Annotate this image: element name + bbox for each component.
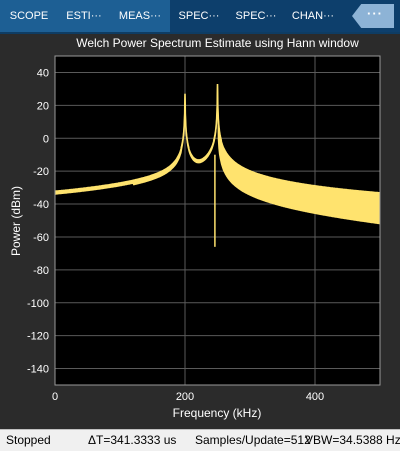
x-tick-labels: 0 200 400 <box>52 391 324 403</box>
y-axis-label: Power (dBm) <box>9 186 23 256</box>
y-tick-labels: 40 20 0 -20 -40 -60 -80 -100 -120 -140 <box>27 67 49 375</box>
status-delta-t: ΔT=341.3333 us <box>88 433 177 447</box>
y-tick-label: -20 <box>33 166 49 178</box>
y-tick-label: -60 <box>33 232 49 244</box>
y-tick-label: 0 <box>43 133 49 145</box>
y-tick-label: 40 <box>37 67 49 79</box>
tab-strip: SCOPE ESTI··· MEAS··· SPEC··· SPEC··· CH… <box>0 0 400 32</box>
y-tick-label: -100 <box>27 298 49 310</box>
x-tick-label: 0 <box>52 391 58 403</box>
spectrum-peak <box>212 83 223 142</box>
y-tick-label: -120 <box>27 331 49 343</box>
tab-spectrum-1[interactable]: SPEC··· <box>170 0 228 32</box>
more-icon: ··· <box>367 6 383 21</box>
tab-spectrum-2[interactable]: SPEC··· <box>228 0 284 32</box>
status-samples: Samples/Update=512 <box>195 433 311 447</box>
y-tick-label: -80 <box>33 265 49 277</box>
tab-scope[interactable]: SCOPE <box>0 0 58 32</box>
y-tick-label: -140 <box>27 364 49 376</box>
tab-channel[interactable]: CHAN··· <box>284 0 342 32</box>
x-axis-label: Frequency (kHz) <box>173 406 262 420</box>
tab-divider <box>0 32 400 34</box>
plot-frame <box>54 55 381 386</box>
tab-measurements[interactable]: MEAS··· <box>110 0 170 32</box>
status-bar: Stopped ΔT=341.3333 us Samples/Update=51… <box>0 429 400 451</box>
x-tick-label: 400 <box>306 391 324 403</box>
x-tick-label: 200 <box>176 391 194 403</box>
status-vbw: VBW=34.5388 Hz <box>305 433 400 447</box>
tab-overflow-button[interactable]: ··· <box>352 4 394 28</box>
y-tick-label: -40 <box>33 199 49 211</box>
y-tick-label: 20 <box>37 100 49 112</box>
tab-estimation[interactable]: ESTI··· <box>58 0 110 32</box>
status-state: Stopped <box>6 433 51 447</box>
plot-title: Welch Power Spectrum Estimate using Hann… <box>76 36 359 50</box>
spectrum-peak <box>180 93 190 149</box>
